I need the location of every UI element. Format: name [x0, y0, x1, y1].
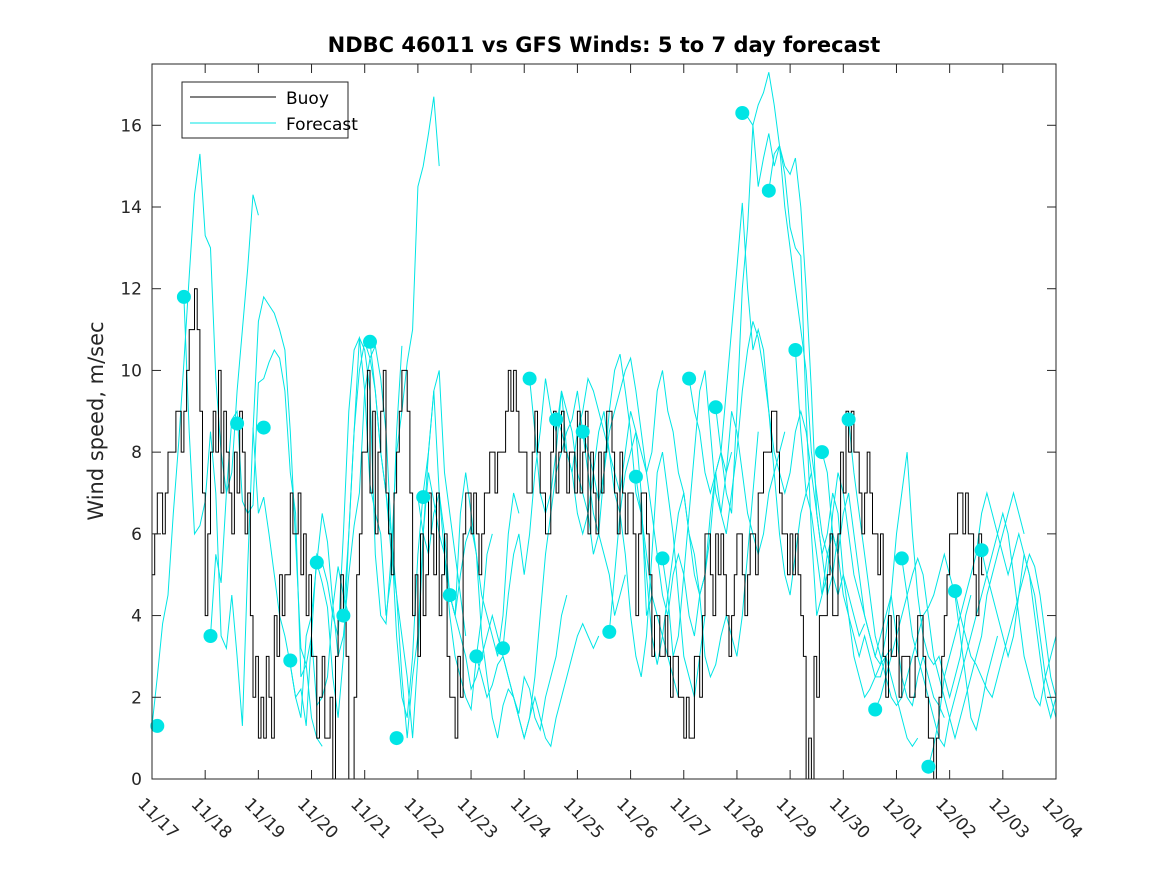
forecast-point-3 [230, 416, 245, 431]
forecast-point-2 [203, 629, 218, 643]
forecast-point-31 [974, 543, 989, 558]
legend-buoy-label: Buoy [286, 89, 329, 109]
forecast-point-9 [389, 731, 404, 746]
y-tick-label-4: 8 [131, 443, 142, 463]
forecast-point-30 [948, 584, 962, 599]
forecast-line-19 [715, 72, 866, 638]
y-tick-label-0: 0 [131, 770, 142, 790]
forecast-point-18 [628, 469, 643, 484]
forecast-line-29 [981, 550, 1056, 720]
axes-box [151, 63, 1057, 780]
forecast-point-7 [336, 608, 351, 623]
series-layer [150, 72, 1056, 779]
forecast-point-15 [549, 412, 564, 427]
legend-forecast-label: Forecast [286, 115, 358, 135]
forecast-point-16 [575, 424, 590, 439]
y-tick-label-2: 4 [131, 607, 142, 627]
plot-area [152, 64, 1056, 779]
forecast-point-20 [682, 371, 697, 386]
buoy-line [152, 288, 985, 779]
y-tick-label-8: 16 [120, 116, 142, 136]
y-tick-label-5: 10 [120, 361, 142, 381]
forecast-point-12 [469, 649, 484, 664]
y-tick-label-7: 14 [120, 198, 142, 218]
forecast-line-3 [252, 335, 403, 726]
forecast-point-27 [868, 702, 883, 717]
legend: Buoy Forecast [181, 81, 358, 139]
forecast-point-13 [496, 641, 510, 656]
forecast-point-17 [602, 624, 617, 639]
forecast-point-29 [921, 759, 936, 774]
y-tick-label-6: 12 [120, 280, 142, 300]
forecast-line-21 [768, 144, 919, 748]
forecast-point-24 [788, 343, 803, 357]
forecast-point-1 [176, 289, 191, 304]
forecast-line-18 [688, 202, 839, 596]
forecast-point-10 [416, 490, 431, 505]
legend-box [181, 81, 349, 139]
forecast-point-5 [283, 653, 298, 668]
forecast-point-28 [894, 551, 909, 566]
forecast-point-0 [150, 718, 165, 733]
forecast-line-27 [927, 491, 1056, 767]
chart-title: NDBC 46011 vs GFS Winds: 5 to 7 day fore… [328, 33, 881, 57]
forecast-point-19 [655, 551, 670, 566]
forecast-line-23 [821, 451, 972, 700]
forecast-point-6 [309, 555, 324, 570]
forecast-point-25 [815, 445, 829, 460]
forecast-line-2 [210, 348, 350, 707]
forecast-point-4 [256, 420, 271, 435]
forecast-line-4 [289, 96, 440, 718]
forecast-point-21 [708, 400, 723, 415]
y-tick-label-1: 2 [131, 688, 142, 708]
forecast-point-14 [522, 371, 537, 386]
forecast-point-26 [841, 412, 856, 427]
forecast-line-0 [152, 153, 259, 726]
forecast-point-22 [735, 106, 750, 120]
forecast-point-8 [363, 334, 377, 349]
forecast-line-8 [417, 492, 568, 739]
forecast-point-23 [761, 183, 776, 198]
y-tick-label-3: 6 [131, 525, 142, 545]
forecast-point-11 [442, 588, 457, 603]
forecast-line-17 [662, 321, 812, 657]
forecast-line-20 [741, 112, 892, 678]
y-axis-title: Wind speed, m/sec [84, 321, 108, 520]
